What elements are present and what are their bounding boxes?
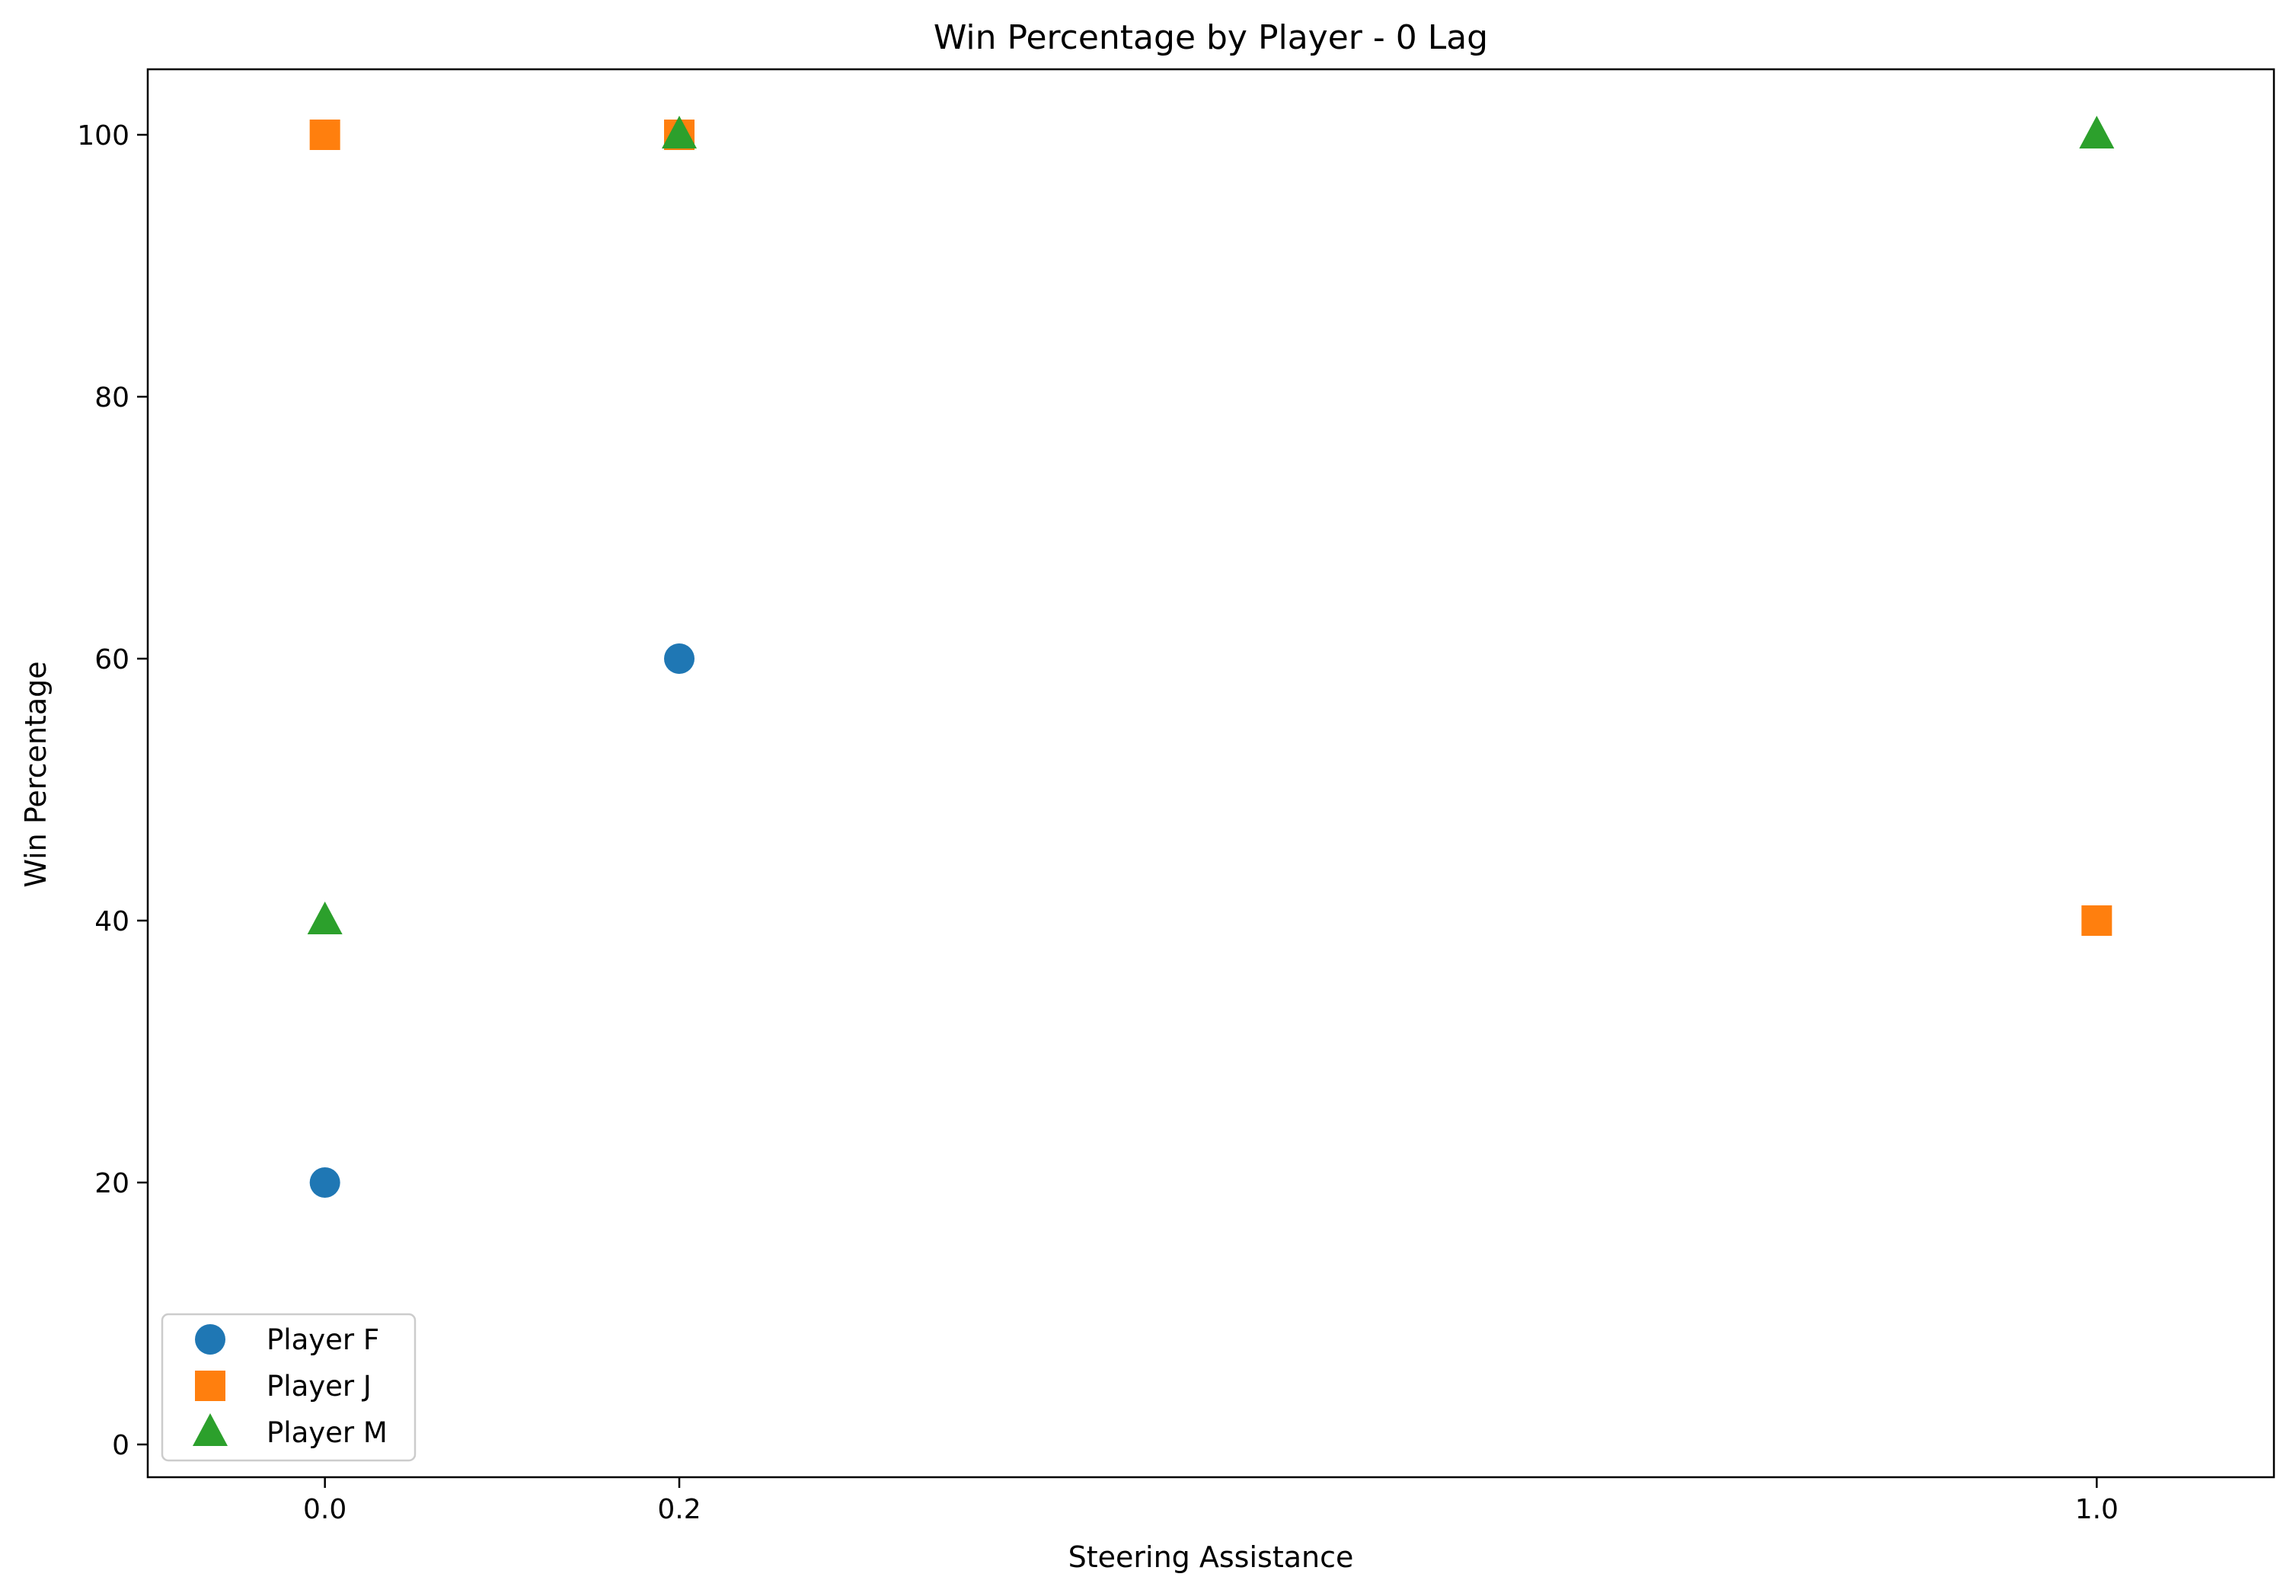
- legend-label: Player F: [267, 1323, 379, 1356]
- y-tick-label: 40: [94, 906, 129, 937]
- legend-frame: [161, 1313, 417, 1462]
- chart-title: Win Percentage by Player - 0 Lag: [934, 18, 1488, 57]
- legend-label: Player M: [267, 1416, 388, 1449]
- legend-marker-square: [195, 1371, 225, 1401]
- x-tick-label: 1.0: [2075, 1494, 2119, 1525]
- data-point-circle: [664, 643, 695, 674]
- y-tick-label: 100: [77, 120, 129, 152]
- y-axis: 0 20 40 60 80 100: [77, 120, 148, 1461]
- legend-marker-triangle: [193, 1413, 228, 1446]
- data-point-circle: [309, 1167, 340, 1198]
- x-tick-label: 0.2: [657, 1494, 701, 1525]
- data-points: [307, 116, 2115, 1198]
- y-axis-label: Win Percentage: [19, 661, 53, 887]
- series-player-m: [307, 116, 2115, 934]
- legend-label: Player J: [267, 1370, 372, 1403]
- y-tick-label: 0: [112, 1430, 129, 1461]
- y-tick-label: 80: [94, 382, 129, 413]
- data-point-triangle: [2079, 116, 2115, 148]
- x-tick-label: 0.0: [303, 1494, 346, 1525]
- data-point-triangle: [662, 116, 697, 148]
- legend: Player F Player J Player M: [161, 1313, 417, 1462]
- plot-frame: [146, 68, 2275, 1479]
- data-point-square: [309, 120, 340, 150]
- legend-marker-circle: [195, 1324, 225, 1355]
- series-player-f: [309, 643, 695, 1198]
- x-axis-label: Steering Assistance: [1068, 1540, 1354, 1574]
- y-tick-label: 60: [94, 644, 129, 675]
- data-point-triangle: [307, 902, 343, 934]
- data-point-square: [2081, 905, 2112, 936]
- y-tick-label: 20: [94, 1168, 129, 1199]
- x-axis: 0.0 0.2 1.0: [303, 1477, 2119, 1525]
- plot-area: [146, 68, 2275, 1479]
